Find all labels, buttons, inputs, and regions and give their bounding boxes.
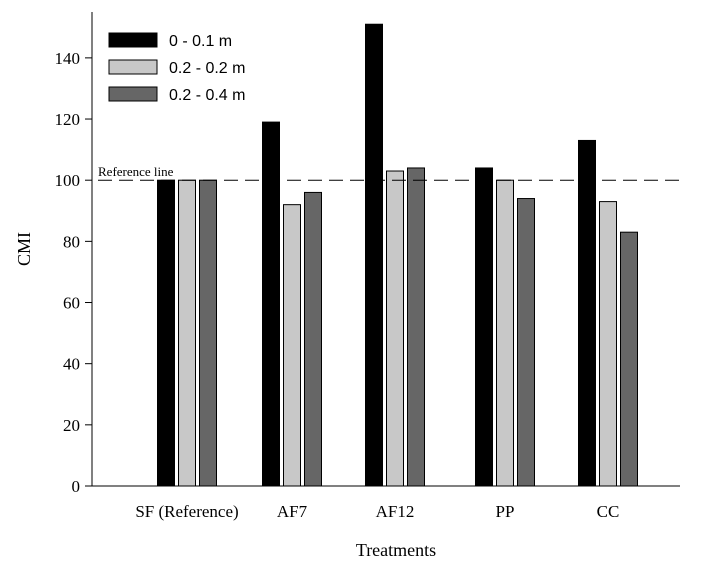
- y-tick-label: 100: [55, 171, 81, 190]
- bar-5-series-3: [620, 231, 638, 487]
- x-tick-label: CC: [597, 502, 620, 521]
- bar-1-series-2: [178, 179, 196, 487]
- y-tick-label: 80: [63, 232, 80, 251]
- bar-3-series-2: [386, 170, 404, 487]
- bar-2-series-1: [262, 121, 280, 487]
- bar-4-series-3: [517, 198, 535, 487]
- bar-5-series-2: [599, 201, 617, 487]
- y-axis-title: CMI: [14, 232, 34, 266]
- bars: [157, 23, 638, 487]
- x-axis: SF (Reference) AF7 AF12 PP CC: [92, 485, 680, 521]
- bar-4-series-2: [496, 179, 514, 487]
- bar-1-series-1: [157, 179, 175, 487]
- legend-swatch-1: [108, 32, 158, 48]
- y-tick-label: 60: [63, 294, 80, 313]
- bar-5-series-1: [578, 139, 596, 487]
- bar-3-series-1: [365, 23, 383, 487]
- bar-1-series-3: [199, 179, 217, 487]
- x-axis-title: Treatments: [356, 540, 436, 560]
- reference-line-label: Reference line: [98, 164, 174, 179]
- x-tick-label: AF7: [277, 502, 308, 521]
- legend-label-2: 0.2 - 0.2 m: [169, 60, 245, 77]
- y-tick-label: 140: [55, 49, 81, 68]
- bar-3-series-3: [407, 167, 425, 487]
- y-tick-label: 0: [72, 477, 81, 496]
- y-tick-label: 20: [63, 416, 80, 435]
- x-tick-label: AF12: [376, 502, 415, 521]
- y-tick-label: 120: [55, 110, 81, 129]
- bar-2-series-2: [283, 204, 301, 487]
- legend-label-3: 0.2 - 0.4 m: [169, 87, 245, 104]
- bar-2-series-3: [304, 191, 322, 487]
- y-axis: 0 20 40 60 80 100 120 140: [55, 12, 93, 496]
- y-tick-label: 40: [63, 355, 80, 374]
- x-tick-label: SF (Reference): [135, 502, 238, 521]
- legend-swatch-3: [108, 86, 158, 102]
- bar-4-series-1: [475, 167, 493, 487]
- legend-swatch-2: [108, 59, 158, 75]
- x-tick-label: PP: [496, 502, 515, 521]
- legend-label-1: 0 - 0.1 m: [169, 33, 232, 50]
- legend: 0 - 0.1 m 0.2 - 0.2 m 0.2 - 0.4 m: [108, 32, 245, 104]
